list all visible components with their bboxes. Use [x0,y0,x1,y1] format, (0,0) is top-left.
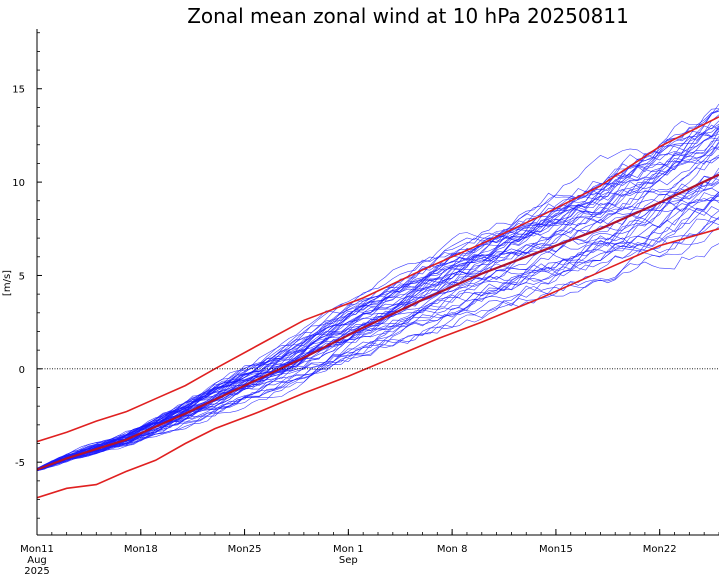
ensemble-member-line [37,108,719,472]
x-tick-label: Mon25 [228,544,262,555]
x-tick-sublabel: Sep [339,555,358,566]
y-tick-label: 10 [12,178,25,189]
ensemble-member-line [37,130,719,469]
ensemble-member-line [37,193,719,469]
ensemble-members [37,103,719,472]
ensemble-member-line [37,127,719,469]
ensemble-member-line [37,109,719,470]
statistic-lines [37,116,719,499]
x-tick-sublabel: Aug [27,555,47,566]
ensemble-member-line [37,146,719,471]
y-tick-label: 15 [12,85,25,96]
series-line-lower-envelope [37,228,719,499]
chart-title: Zonal mean zonal wind at 10 hPa 20250811 [187,4,629,28]
y-axis-label: [m/s] [2,270,13,296]
ensemble-member-line [37,156,719,470]
ensemble-member-line [37,206,719,470]
x-tick-label: Mon15 [539,544,573,555]
x-tick-label: Mon18 [124,544,158,555]
ensemble-member-line [37,103,719,470]
ensemble-member-line [37,154,719,470]
x-tick-label: Mon22 [643,544,677,555]
y-tick-label: -5 [15,458,25,469]
y-tick-label: 5 [19,271,25,282]
ensemble-member-line [37,133,719,471]
x-tick-label: Mon 1 [333,544,364,555]
y-tick-label: 0 [19,365,25,376]
series-line-upper-envelope [37,116,719,443]
ensemble-member-line [37,126,719,471]
x-tick-label: Mon11 [20,544,54,555]
series-line-ensemble-mean [37,173,719,471]
ensemble-member-line [37,181,719,470]
ensemble-member-line [37,187,719,470]
x-tick-year: 2025 [24,566,49,576]
ensemble-member-line [37,128,719,471]
ensemble-member-line [37,174,719,470]
x-tick-label: Mon 8 [437,544,468,555]
ensemble-member-line [37,216,719,469]
